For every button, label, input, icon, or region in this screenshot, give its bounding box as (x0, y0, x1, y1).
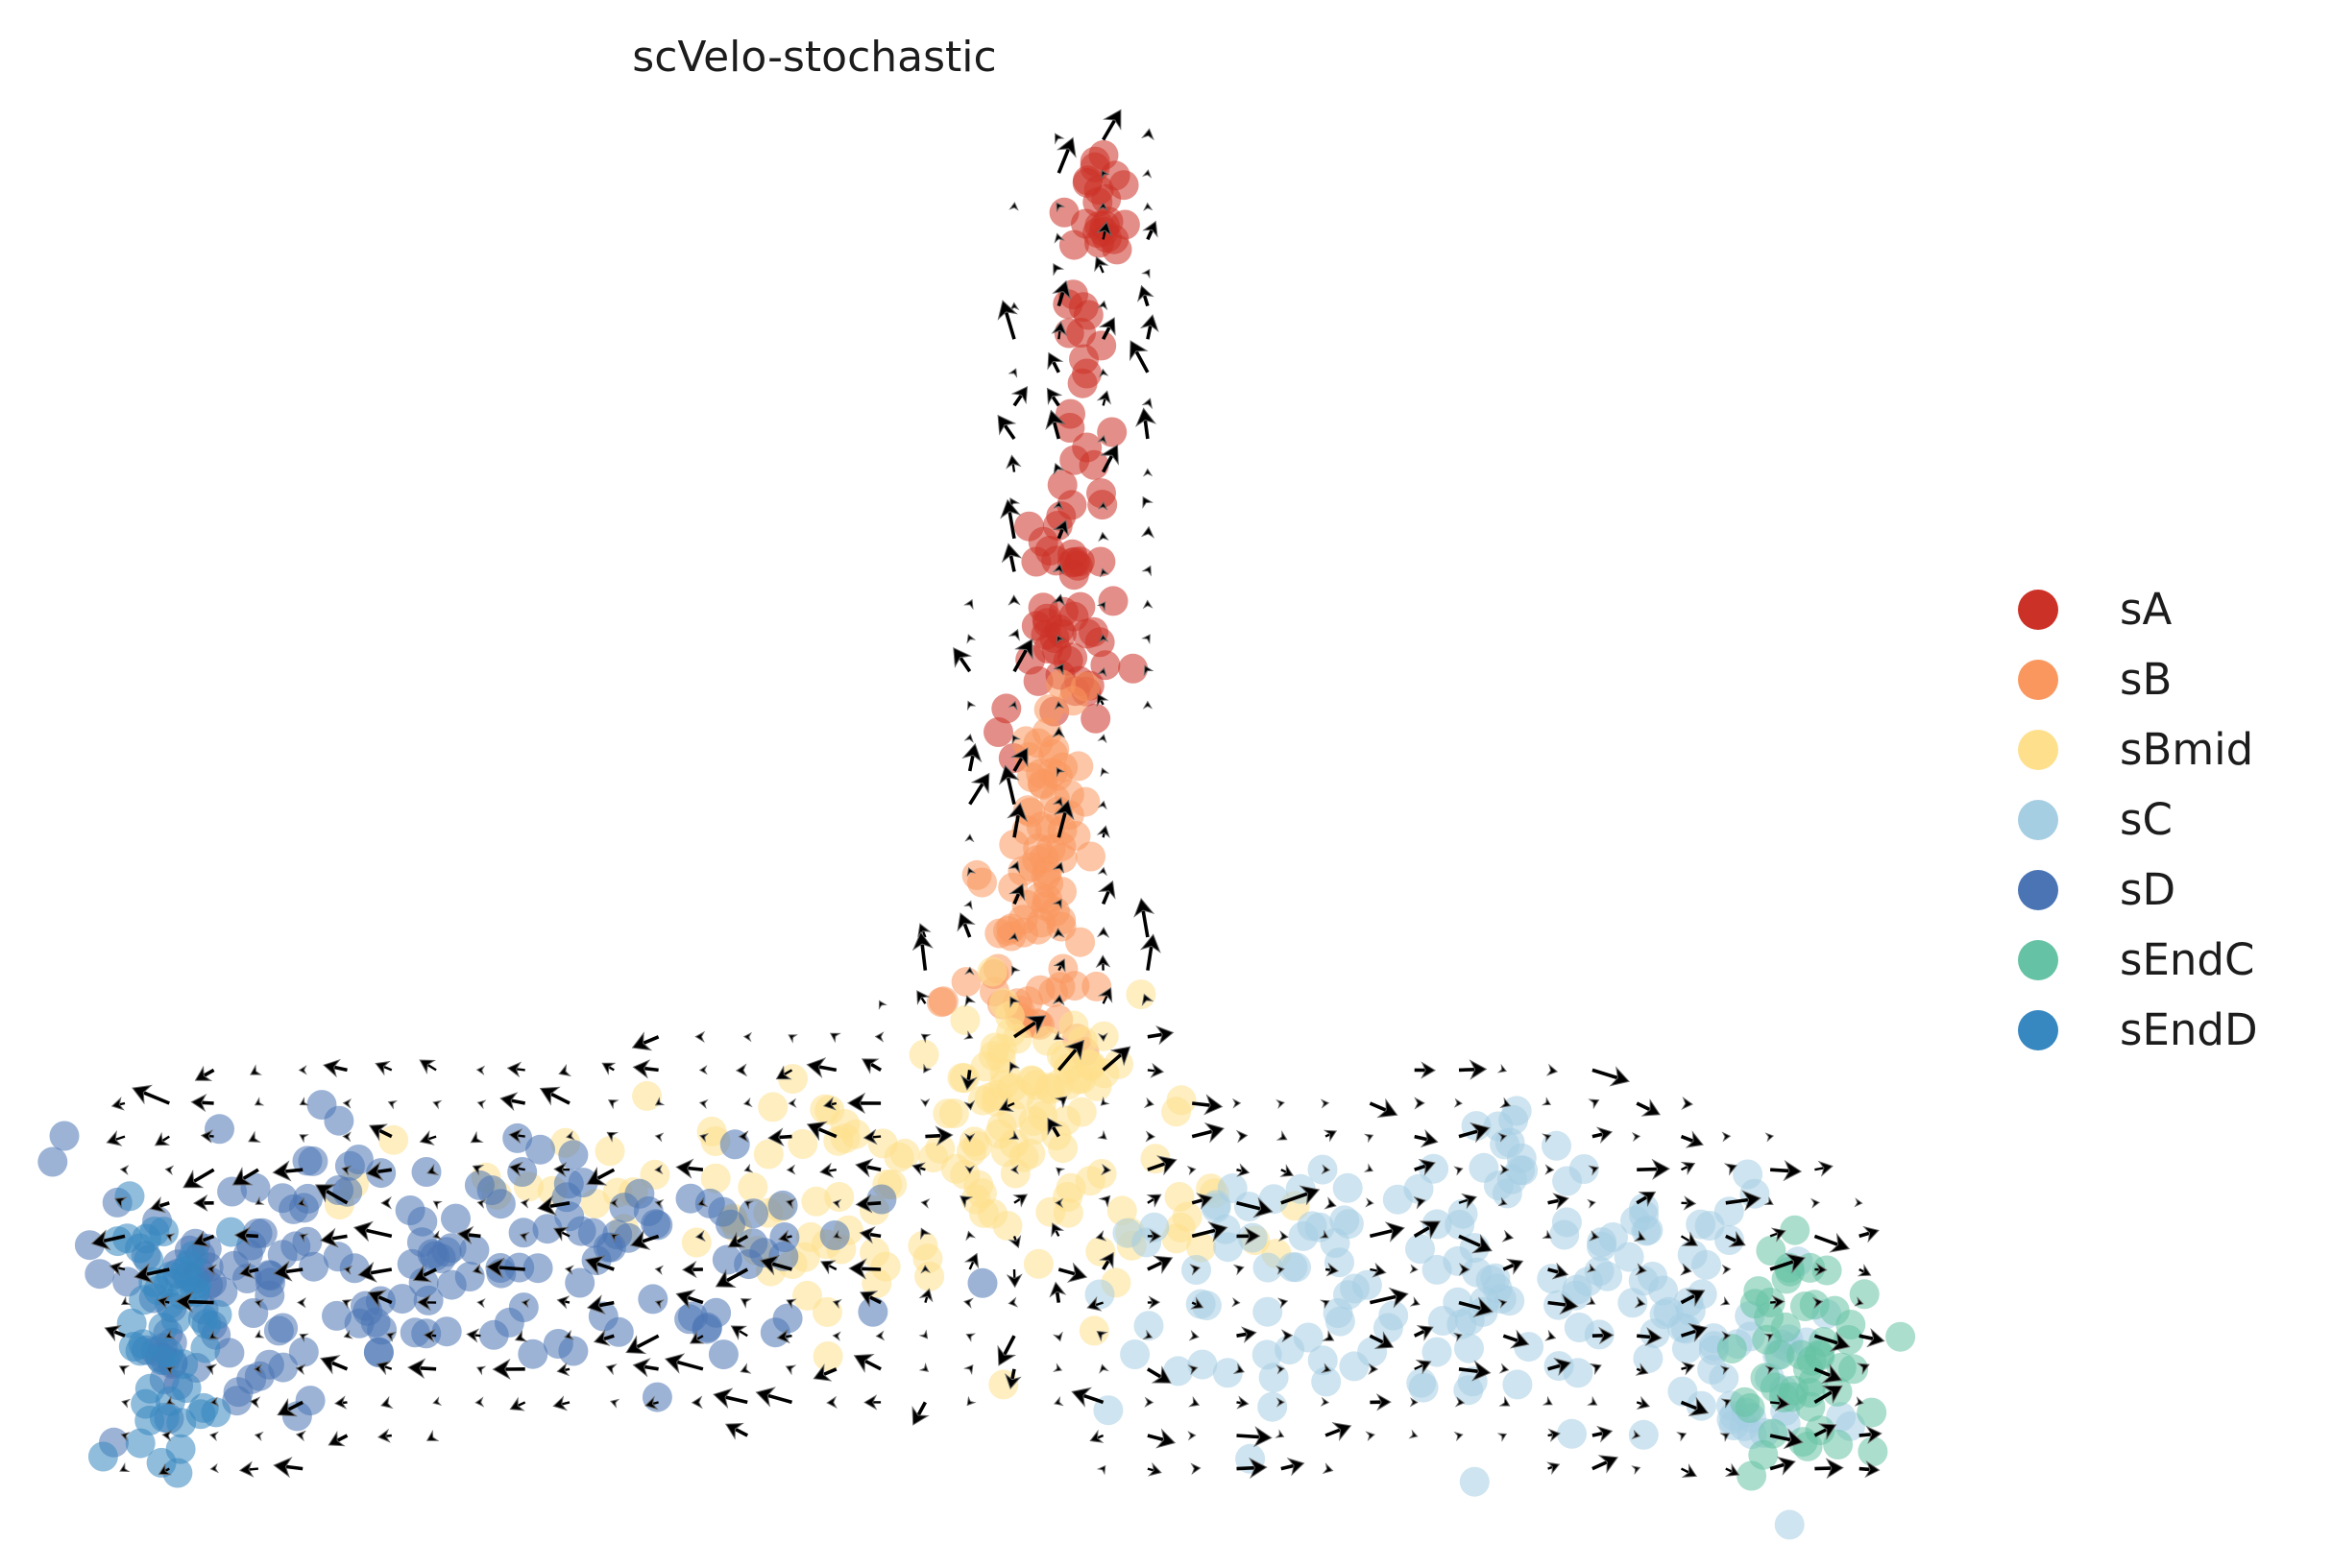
legend-label-sD: sD (2120, 864, 2176, 915)
legend-swatch-sEndD (2018, 1009, 2058, 1050)
legend-item-sA: sA (2018, 574, 2258, 644)
legend-swatch-sA (2018, 589, 2058, 630)
scatter-points-layer (37, 140, 1916, 1540)
legend-label-sA: sA (2120, 584, 2173, 635)
legend-label-sBmid: sBmid (2120, 724, 2254, 775)
legend-item-sBmid: sBmid (2018, 714, 2258, 784)
legend-swatch-sB (2018, 659, 2058, 700)
legend-swatch-sC (2018, 799, 2058, 840)
legend-label-sC: sC (2120, 794, 2173, 845)
legend-swatch-sD (2018, 869, 2058, 910)
legend-label-sEndD: sEndD (2120, 1004, 2258, 1055)
legend: sA sB sBmid sC sD sEndC sEndD (2018, 574, 2258, 1065)
legend-swatch-sBmid (2018, 729, 2058, 770)
legend-item-sC: sC (2018, 784, 2258, 855)
legend-label-sEndC: sEndC (2120, 934, 2255, 985)
legend-item-sEndC: sEndC (2018, 925, 2258, 995)
legend-item-sEndD: sEndD (2018, 995, 2258, 1065)
velocity-arrows-layer (90, 109, 1885, 1480)
legend-label-sB: sB (2120, 654, 2173, 705)
legend-swatch-sEndC (2018, 939, 2058, 980)
legend-item-sD: sD (2018, 855, 2258, 925)
chart-title: scVelo-stochastic (632, 33, 997, 82)
legend-item-sB: sB (2018, 644, 2258, 714)
